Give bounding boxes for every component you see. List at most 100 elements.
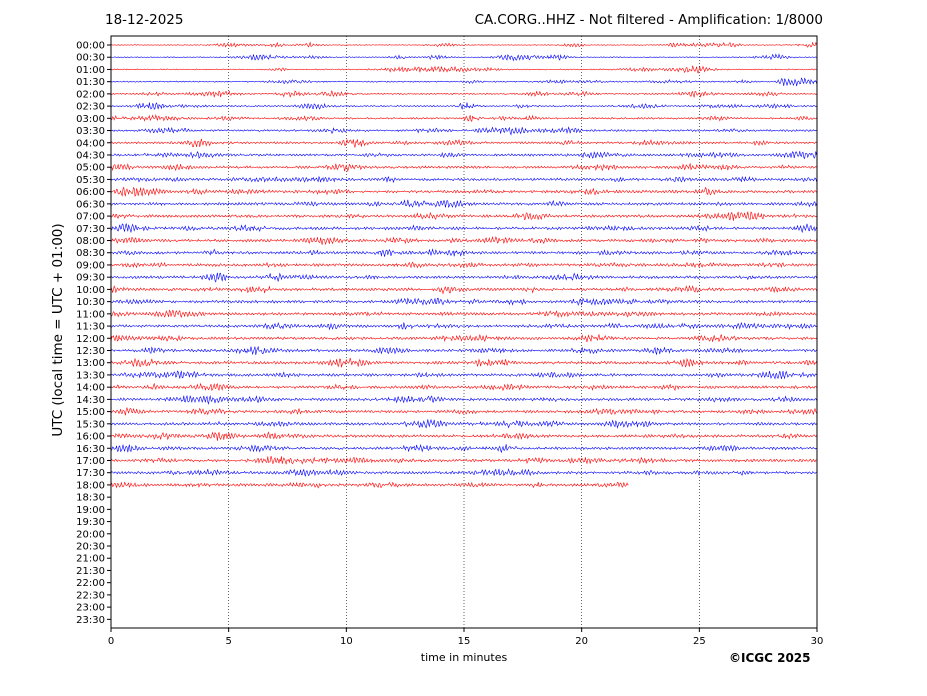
- trace-16:00: [110, 431, 817, 441]
- x-tick-label: 15: [458, 636, 471, 647]
- y-tick-label: 07:30: [76, 224, 105, 235]
- y-tick-label: 09:00: [76, 260, 105, 271]
- y-tick-label: 15:00: [76, 407, 105, 418]
- record-date: 18-12-2025: [105, 12, 184, 28]
- trace-13:00: [110, 357, 817, 368]
- y-tick-label: 03:30: [76, 126, 105, 137]
- y-tick-label: 20:00: [76, 529, 105, 540]
- y-tick-label: 18:00: [76, 480, 105, 491]
- y-tick-label: 02:30: [76, 102, 105, 113]
- y-tick-label: 22:00: [76, 578, 105, 589]
- trace-11:30: [110, 321, 817, 331]
- plot-frame: [110, 35, 818, 629]
- trace-17:30: [110, 468, 817, 477]
- x-tick-label: 20: [575, 636, 588, 647]
- trace-15:30: [110, 418, 817, 429]
- trace-01:00: [110, 65, 817, 74]
- x-tick-label: 30: [811, 636, 824, 647]
- y-tick-label: 19:30: [76, 517, 105, 528]
- trace-07:00: [110, 211, 817, 221]
- y-tick-label: 17:00: [76, 456, 105, 467]
- trace-09:30: [110, 272, 817, 283]
- y-tick-label: 12:30: [76, 346, 105, 357]
- y-tick-label: 08:00: [76, 236, 105, 247]
- y-tick-label: 06:30: [76, 199, 105, 210]
- trace-17:00: [110, 455, 817, 465]
- trace-00:30: [110, 53, 817, 62]
- y-tick-label: 11:30: [76, 322, 105, 333]
- y-tick-label: 14:00: [76, 383, 105, 394]
- y-tick-label: 16:00: [76, 432, 105, 443]
- grid-lines: [228, 36, 700, 628]
- y-tick-label: 00:30: [76, 53, 105, 64]
- y-tick-label: 09:30: [76, 273, 105, 284]
- trace-12:00: [110, 333, 817, 343]
- trace-13:30: [110, 370, 817, 380]
- x-tick-label: 10: [340, 636, 353, 647]
- trace-14:00: [110, 382, 817, 392]
- y-tick-label: 23:30: [76, 615, 105, 626]
- x-tick-label: 0: [108, 636, 114, 647]
- x-ticks: 0 5 10 15 20 25 30: [108, 628, 824, 647]
- y-tick-label: 13:00: [76, 358, 105, 369]
- trace-18:00: [110, 481, 629, 489]
- trace-16:30: [110, 443, 817, 454]
- y-tick-label: 03:00: [76, 114, 105, 125]
- trace-05:00: [110, 162, 817, 173]
- y-tick-label: 17:30: [76, 468, 105, 479]
- x-tick-label: 25: [693, 636, 706, 647]
- y-tick-label: 05:00: [76, 163, 105, 174]
- y-tick-label: 00:00: [76, 41, 105, 52]
- trace-01:30: [110, 77, 817, 87]
- trace-02:00: [110, 90, 817, 98]
- trace-14:30: [110, 394, 817, 405]
- copyright-label: ©ICGC 2025: [729, 651, 811, 665]
- y-tick-label: 10:30: [76, 297, 105, 308]
- x-axis-label: time in minutes: [420, 651, 508, 664]
- trace-06:00: [110, 186, 817, 197]
- y-tick-label: 16:30: [76, 444, 105, 455]
- trace-10:00: [110, 284, 817, 295]
- y-tick-label: 01:30: [76, 77, 105, 88]
- y-tick-label: 22:30: [76, 590, 105, 601]
- trace-11:00: [110, 309, 817, 318]
- trace-04:00: [110, 138, 817, 148]
- y-tick-label: 18:30: [76, 493, 105, 504]
- trace-15:00: [110, 406, 817, 416]
- y-tick-label: 10:00: [76, 285, 105, 296]
- y-tick-label: 14:30: [76, 395, 105, 406]
- y-tick-label: 20:30: [76, 542, 105, 553]
- trace-08:30: [110, 248, 817, 257]
- y-tick-label: 12:00: [76, 334, 105, 345]
- trace-03:30: [110, 126, 817, 136]
- y-tick-label: 13:30: [76, 370, 105, 381]
- x-tick-label: 5: [225, 636, 231, 647]
- trace-10:30: [110, 297, 817, 306]
- y-tick-label: 07:00: [76, 212, 105, 223]
- seismic-traces: [110, 41, 817, 489]
- y-tick-label: 15:30: [76, 419, 105, 430]
- y-tick-label: 19:00: [76, 505, 105, 516]
- y-tick-label: 04:00: [76, 138, 105, 149]
- y-tick-label: 23:00: [76, 603, 105, 614]
- trace-03:00: [110, 114, 817, 123]
- y-tick-label: 06:00: [76, 187, 105, 198]
- trace-09:00: [110, 261, 817, 269]
- y-tick-label: 01:00: [76, 65, 105, 76]
- trace-12:30: [110, 345, 817, 356]
- chart-title: CA.CORG..HHZ - Not filtered - Amplificat…: [474, 12, 823, 28]
- trace-02:30: [110, 102, 817, 110]
- trace-08:00: [110, 236, 817, 246]
- trace-05:30: [110, 175, 817, 184]
- y-tick-label: 08:30: [76, 248, 105, 259]
- trace-06:30: [110, 199, 817, 209]
- y-tick-label: 21:00: [76, 554, 105, 565]
- trace-07:30: [110, 223, 817, 234]
- y-tick-label: 21:30: [76, 566, 105, 577]
- y-tick-label: 11:00: [76, 309, 105, 320]
- trace-00:00: [110, 41, 817, 48]
- y-tick-label: 05:30: [76, 175, 105, 186]
- y-tick-label: 02:00: [76, 89, 105, 100]
